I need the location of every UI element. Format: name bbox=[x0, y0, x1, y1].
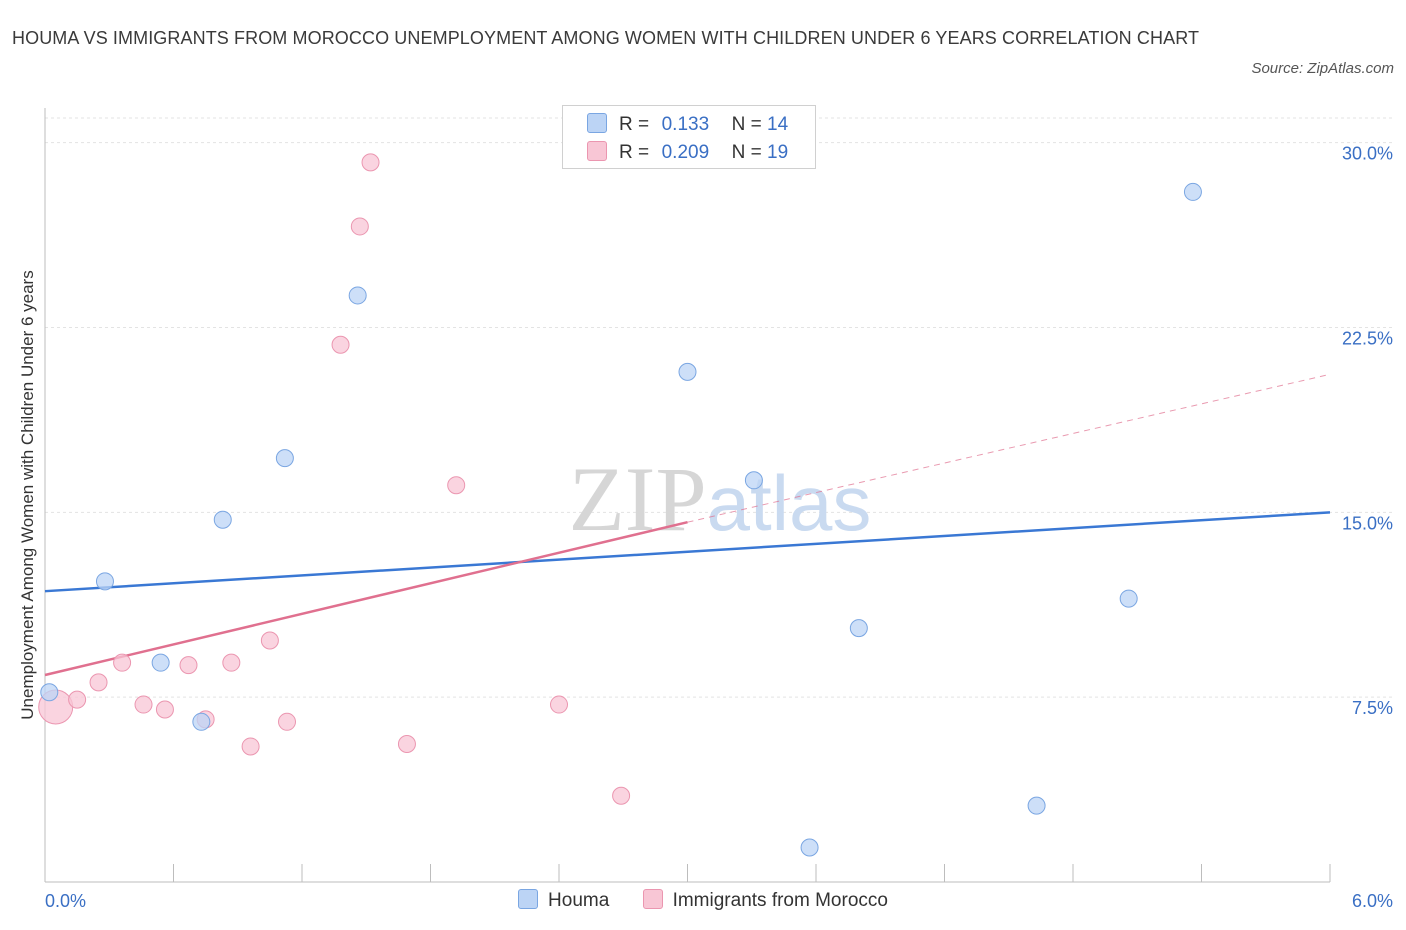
series-legend: Houma Immigrants from Morocco bbox=[0, 889, 1406, 912]
morocco-swatch-icon bbox=[642, 889, 663, 909]
houma-point bbox=[800, 838, 819, 857]
y-tick-label: 30.0% bbox=[1342, 144, 1393, 164]
morocco-point bbox=[447, 476, 466, 495]
morocco-point bbox=[397, 734, 416, 753]
morocco-point bbox=[241, 737, 260, 756]
legend-item-houma: Houma bbox=[518, 889, 609, 912]
morocco-trend-line bbox=[44, 520, 688, 677]
morocco-point bbox=[612, 786, 631, 805]
watermark-atlas: atlas bbox=[707, 459, 872, 547]
source-label: Source: ZipAtlas.com bbox=[1251, 60, 1394, 77]
morocco-point bbox=[260, 631, 279, 650]
houma-point bbox=[849, 619, 868, 638]
legend-label-morocco: Immigrants from Morocco bbox=[672, 890, 888, 911]
trend-lines bbox=[44, 373, 1331, 677]
morocco-point bbox=[361, 153, 380, 172]
morocco-point bbox=[68, 690, 87, 709]
x-tick-label: 6.0% bbox=[1352, 891, 1393, 911]
legend-n-label: N = bbox=[731, 142, 768, 163]
morocco-point bbox=[278, 712, 297, 731]
x-tick-label: 0.0% bbox=[45, 891, 86, 911]
legend-r-value: 0.133 bbox=[661, 114, 710, 135]
morocco-point bbox=[550, 695, 568, 714]
grid-lines bbox=[45, 117, 1395, 698]
legend-r-value: 0.209 bbox=[661, 142, 710, 163]
legend-row-houma: R = 0.133 N = 14 bbox=[587, 113, 788, 137]
watermark: ZIPatlas bbox=[569, 448, 872, 550]
houma-point bbox=[1183, 182, 1202, 201]
legend-r-label: R = bbox=[619, 142, 655, 163]
morocco-point bbox=[179, 656, 198, 675]
y-tick-label: 15.0% bbox=[1342, 513, 1393, 533]
morocco-point bbox=[89, 673, 108, 692]
legend-n-value: 19 bbox=[767, 142, 789, 163]
legend-row-morocco: R = 0.209 N = 19 bbox=[587, 141, 788, 165]
morocco-point bbox=[331, 335, 350, 354]
houma-point bbox=[151, 653, 170, 672]
legend-n-label: N = bbox=[731, 114, 768, 135]
morocco-point bbox=[155, 700, 174, 719]
y-tick-label: 22.5% bbox=[1342, 328, 1393, 348]
houma-point bbox=[678, 362, 697, 381]
houma-point bbox=[275, 449, 294, 468]
y-tick-label: 7.5% bbox=[1352, 698, 1393, 718]
houma-point bbox=[1119, 589, 1138, 608]
axes bbox=[44, 108, 1331, 883]
houma-point bbox=[95, 572, 114, 591]
morocco-point bbox=[134, 695, 153, 714]
houma-trend-line bbox=[44, 511, 1331, 593]
houma-point bbox=[348, 286, 367, 305]
houma-swatch-icon bbox=[587, 113, 607, 133]
legend-r-label: R = bbox=[619, 114, 655, 135]
houma-point bbox=[40, 683, 59, 702]
morocco-swatch-icon bbox=[587, 141, 607, 161]
morocco-point bbox=[222, 653, 241, 672]
morocco-point bbox=[113, 653, 132, 672]
y-axis-title: Unemployment Among Women with Children U… bbox=[18, 270, 37, 720]
legend-n-value: 14 bbox=[767, 114, 789, 135]
tick-labels: 7.5% 15.0% 22.5% 30.0% 0.0% 6.0% bbox=[45, 144, 1393, 911]
houma-point bbox=[1027, 796, 1046, 815]
chart-title: HOUMA VS IMMIGRANTS FROM MOROCCO UNEMPLO… bbox=[12, 28, 1200, 48]
houma-swatch-icon bbox=[518, 889, 539, 909]
houma-point bbox=[744, 471, 763, 490]
houma-point bbox=[213, 510, 232, 529]
data-points bbox=[38, 153, 1202, 857]
legend-item-morocco: Immigrants from Morocco bbox=[642, 889, 888, 912]
correlation-legend: R = 0.133 N = 14 R = 0.209 N = 19 bbox=[562, 105, 816, 169]
legend-label-houma: Houma bbox=[548, 890, 610, 911]
houma-point bbox=[192, 712, 211, 731]
morocco-point bbox=[350, 217, 369, 236]
